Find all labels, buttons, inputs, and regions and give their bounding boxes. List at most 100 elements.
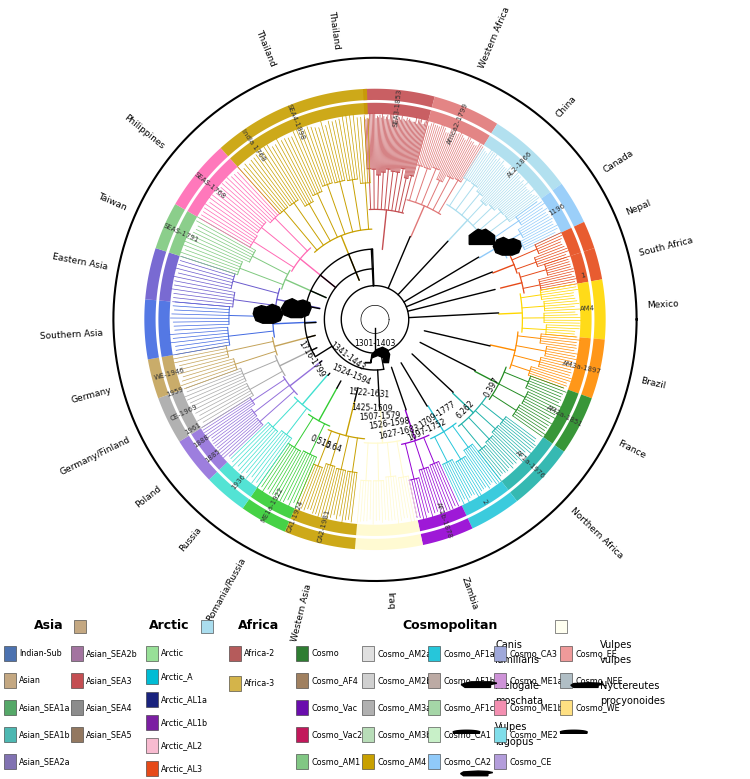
Polygon shape [355, 534, 423, 550]
Text: ME1a-1922: ME1a-1922 [260, 486, 284, 523]
Text: 1524-1594: 1524-1594 [331, 363, 372, 387]
Text: Asian_SEA5: Asian_SEA5 [86, 731, 133, 739]
Text: Cosmo_AM3a: Cosmo_AM3a [377, 703, 431, 712]
Bar [71, 647, 83, 661]
Text: Romania/Russia: Romania/Russia [204, 556, 247, 622]
Text: Africa2-1799: Africa2-1799 [446, 102, 470, 146]
Polygon shape [421, 518, 472, 545]
Bar [146, 738, 158, 753]
Polygon shape [158, 394, 189, 442]
Text: SEA3-1853: SEA3-1853 [392, 89, 402, 128]
Polygon shape [428, 110, 490, 145]
Text: 1: 1 [580, 272, 586, 279]
Text: Cosmo_Vac: Cosmo_Vac [311, 703, 357, 712]
Text: Cosmo_WE: Cosmo_WE [575, 703, 620, 712]
Bar [560, 700, 572, 715]
Text: Canada: Canada [602, 148, 635, 174]
Polygon shape [285, 521, 356, 549]
Text: Africa: Africa [238, 619, 279, 632]
Polygon shape [230, 103, 368, 167]
Text: vulpes: vulpes [600, 655, 632, 664]
Polygon shape [356, 520, 420, 536]
Polygon shape [568, 337, 591, 393]
Text: Mexico: Mexico [647, 299, 680, 309]
Text: Germany: Germany [70, 386, 112, 405]
Bar [428, 674, 440, 688]
Polygon shape [209, 472, 249, 509]
Polygon shape [254, 305, 283, 323]
Text: 1301-1403: 1301-1403 [354, 339, 396, 347]
Polygon shape [220, 89, 368, 157]
Text: Iraq: Iraq [385, 591, 394, 610]
Bar [428, 700, 440, 715]
Text: Asia: Asia [34, 619, 64, 632]
Text: Cosmo_EE: Cosmo_EE [575, 650, 617, 658]
Polygon shape [555, 394, 592, 452]
Polygon shape [172, 390, 201, 434]
Polygon shape [494, 238, 521, 255]
Polygon shape [219, 462, 257, 497]
Text: moschata: moschata [495, 696, 543, 706]
Text: Thailand: Thailand [327, 10, 341, 50]
Text: Cosmo_CA3: Cosmo_CA3 [509, 650, 557, 658]
Text: 0.515: 0.515 [308, 434, 332, 451]
Polygon shape [144, 299, 159, 359]
Polygon shape [169, 211, 197, 256]
Text: Nyctereutes: Nyctereutes [600, 681, 659, 691]
Bar [229, 676, 241, 691]
Bar [4, 647, 16, 661]
Bar [71, 728, 83, 742]
Text: Vulpes: Vulpes [495, 722, 527, 732]
Bar [296, 700, 308, 715]
Text: lagopus: lagopus [495, 737, 533, 746]
Text: Cosmo_ME1b: Cosmo_ME1b [509, 703, 563, 712]
Text: Cosmopolitan: Cosmopolitan [402, 619, 498, 632]
Text: Thailand: Thailand [254, 29, 277, 68]
Text: AL2-1866: AL2-1866 [506, 150, 533, 178]
Text: 1425-1509: 1425-1509 [351, 403, 393, 413]
Text: Indian-Sub: Indian-Sub [19, 650, 62, 658]
Text: Arctic_AL2: Arctic_AL2 [161, 741, 203, 750]
Text: WE-1946: WE-1946 [154, 368, 186, 382]
Bar [560, 647, 572, 661]
Polygon shape [468, 492, 517, 528]
Polygon shape [290, 509, 357, 535]
Text: Cosmo_ME1a: Cosmo_ME1a [509, 676, 562, 686]
Polygon shape [159, 252, 180, 301]
Bar [494, 674, 506, 688]
Polygon shape [363, 89, 435, 108]
Text: Cosmo_AF1a: Cosmo_AF1a [443, 650, 495, 658]
Polygon shape [146, 248, 166, 300]
Text: Northern Africa: Northern Africa [568, 506, 624, 560]
Text: Africa-3: Africa-3 [244, 679, 274, 688]
Text: Cosmo_Vac2: Cosmo_Vac2 [311, 731, 362, 739]
Polygon shape [542, 192, 572, 233]
Text: CE-1969: CE-1969 [170, 404, 199, 421]
Text: Western Africa: Western Africa [478, 5, 512, 70]
Bar [560, 674, 572, 688]
Bar [428, 754, 440, 769]
Text: Eastern Asia: Eastern Asia [51, 252, 108, 272]
Bar [146, 761, 158, 776]
Text: Arctic_AL1b: Arctic_AL1b [161, 718, 209, 727]
Bar [494, 700, 506, 715]
Text: 1959: 1959 [166, 386, 184, 398]
Polygon shape [158, 301, 172, 357]
Polygon shape [243, 499, 290, 532]
Text: Canis: Canis [495, 640, 522, 650]
Text: Asian_SEA3: Asian_SEA3 [86, 676, 133, 686]
Bar [362, 728, 374, 742]
Polygon shape [461, 682, 496, 687]
Polygon shape [491, 124, 562, 190]
Bar [296, 754, 308, 769]
Text: AM2a-1851: AM2a-1851 [545, 404, 584, 428]
Polygon shape [591, 280, 606, 340]
Bar [296, 728, 308, 742]
Polygon shape [462, 481, 509, 516]
Text: procyonoides: procyonoides [600, 696, 665, 706]
Text: Vulpes: Vulpes [600, 640, 632, 650]
Text: Cosmo_AM1: Cosmo_AM1 [311, 757, 360, 767]
Text: Brazil: Brazil [640, 376, 667, 391]
Text: Asian: Asian [19, 676, 40, 686]
Polygon shape [584, 248, 602, 281]
